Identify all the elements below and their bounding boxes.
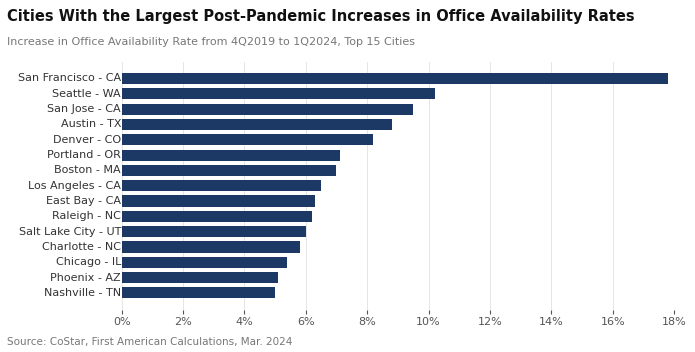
Bar — [122, 88, 435, 99]
Text: Raleigh - NC: Raleigh - NC — [52, 211, 121, 221]
Text: San Jose - CA: San Jose - CA — [47, 104, 121, 114]
Bar — [122, 180, 321, 191]
Text: Seattle - WA: Seattle - WA — [52, 89, 121, 99]
Bar — [122, 103, 414, 114]
Text: San Francisco - CA: San Francisco - CA — [18, 74, 121, 83]
Text: Austin - TX: Austin - TX — [60, 119, 121, 130]
Bar — [122, 165, 336, 176]
Text: Nashville - TN: Nashville - TN — [44, 288, 121, 298]
Bar — [122, 257, 288, 268]
Text: Portland - OR: Portland - OR — [47, 150, 121, 160]
Text: Chicago - IL: Chicago - IL — [56, 257, 121, 267]
Bar — [122, 73, 668, 84]
Text: Los Angeles - CA: Los Angeles - CA — [28, 181, 121, 191]
Bar — [122, 119, 392, 130]
Text: Increase in Office Availability Rate from 4Q2019 to 1Q2024, Top 15 Cities: Increase in Office Availability Rate fro… — [7, 37, 415, 47]
Text: Phoenix - AZ: Phoenix - AZ — [51, 273, 121, 283]
Bar — [122, 272, 278, 283]
Text: Boston - MA: Boston - MA — [54, 165, 121, 175]
Bar — [122, 211, 312, 222]
Bar — [122, 195, 315, 207]
Bar — [122, 134, 373, 145]
Text: Source: CoStar, First American Calculations, Mar. 2024: Source: CoStar, First American Calculati… — [7, 337, 293, 347]
Text: Charlotte - NC: Charlotte - NC — [42, 242, 121, 252]
Text: East Bay - CA: East Bay - CA — [46, 196, 121, 206]
Bar — [122, 288, 275, 298]
Bar — [122, 150, 340, 161]
Text: Salt Lake City - UT: Salt Lake City - UT — [19, 227, 121, 237]
Bar — [122, 226, 306, 237]
Text: Cities With the Largest Post-Pandemic Increases in Office Availability Rates: Cities With the Largest Post-Pandemic In… — [7, 9, 635, 24]
Text: Denver - CO: Denver - CO — [53, 135, 121, 145]
Bar — [122, 241, 300, 252]
